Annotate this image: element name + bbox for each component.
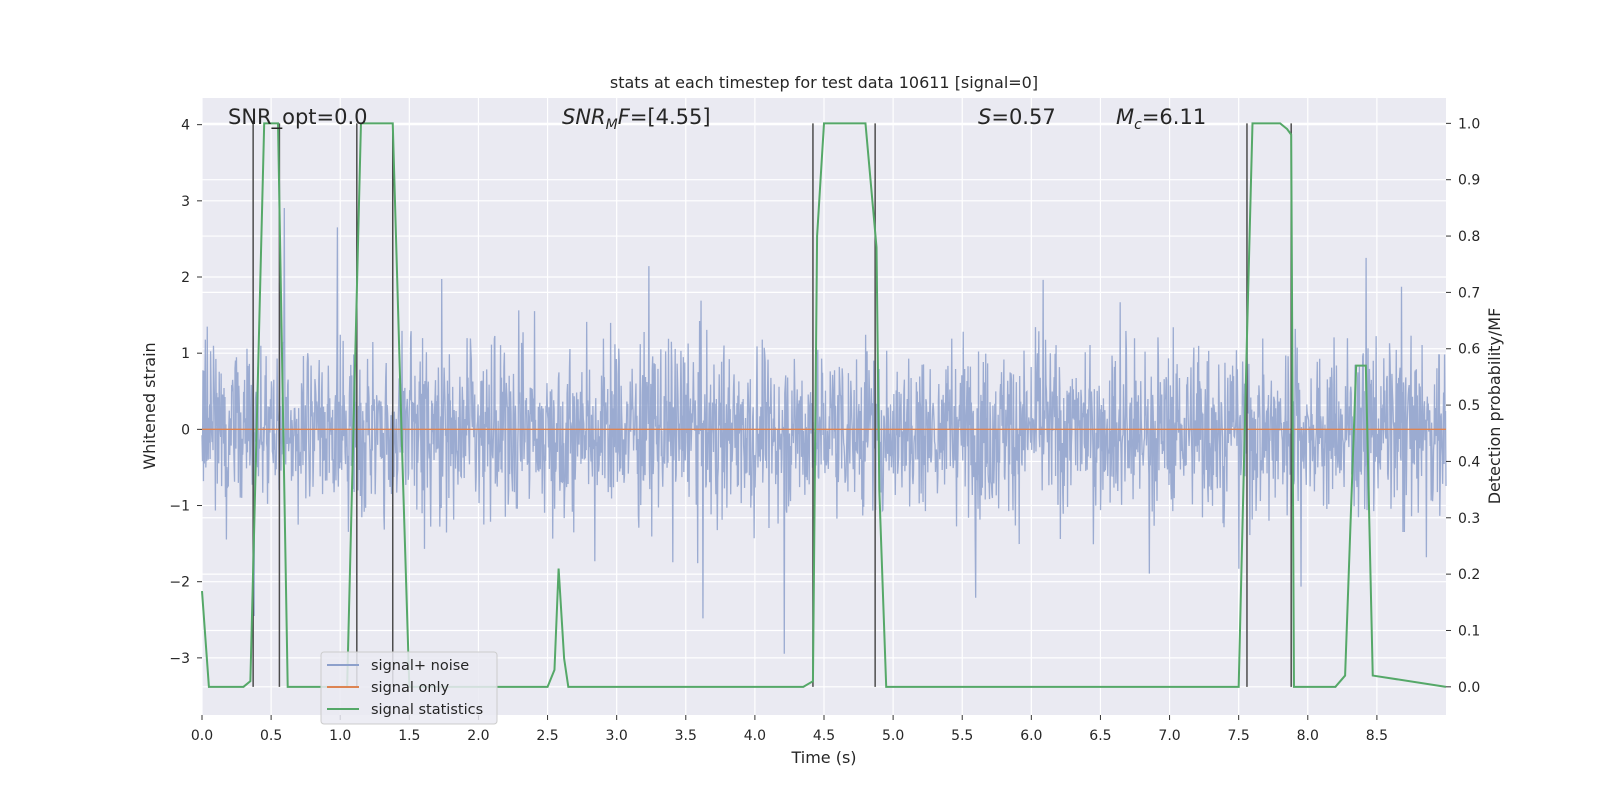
- x-tick-label: 4.5: [813, 728, 835, 744]
- x-tick-label: 6.5: [1089, 728, 1111, 744]
- annotation-s-name: S: [978, 105, 991, 129]
- y2-tick-label: 0.8: [1458, 229, 1480, 245]
- signal-noise-line: [201, 208, 1447, 654]
- axes: 0.0 0.5 1.0 1.5 2.0 2.5 3.0 3.5 4.0 4.5 5.0 5.5 6.0 6…: [169, 116, 1480, 744]
- annotation-snr-mf-tail: F: [618, 105, 631, 129]
- annotation-s: S=0.57: [978, 105, 1056, 129]
- annotation-snr-mf-name: SNR: [562, 105, 606, 129]
- chart-title: stats at each timestep for test data 106…: [610, 73, 1038, 92]
- y2-tick-label: 0.6: [1458, 342, 1480, 358]
- y2-tick-label: 0.4: [1458, 454, 1480, 470]
- legend-box: [320, 651, 498, 725]
- y2-tick-label: 0.2: [1458, 567, 1480, 583]
- y-tick-label: −2: [169, 575, 190, 591]
- annotation-snr-mf-value: =[4.55]: [630, 105, 711, 129]
- y2-axis-label: Detection probability/MF: [1485, 308, 1504, 505]
- annotation-mc-sub: c: [1134, 117, 1142, 133]
- x-tick-label: 3.0: [606, 728, 628, 744]
- signal-statistics-line: [201, 122, 1447, 688]
- x-tick-label: 3.5: [675, 728, 697, 744]
- annotation-snr-mf-sub: M: [606, 117, 618, 133]
- x-tick-label: 4.0: [744, 728, 766, 744]
- y2-tick-label: 0.1: [1458, 623, 1480, 639]
- y-tick-label: 3: [181, 194, 190, 210]
- y-tick-label: −1: [169, 499, 190, 515]
- x-tick-label: 5.0: [882, 728, 904, 744]
- annotation-s-value: =0.57: [991, 105, 1055, 129]
- y2-tick-label: 0.0: [1458, 680, 1480, 696]
- y2-tick-label: 0.7: [1458, 285, 1480, 301]
- x-tick-label: 1.5: [398, 728, 420, 744]
- legend: signal+ noise signal only signal statist…: [320, 651, 498, 725]
- x-tick-label: 6.0: [1020, 728, 1042, 744]
- legend-label-signal-statistics: signal statistics: [371, 702, 483, 718]
- x-tick-label: 8.0: [1297, 728, 1319, 744]
- y-tick-label: 1: [181, 346, 190, 362]
- x-tick-label: 7.5: [1228, 728, 1250, 744]
- x-tick-label: 0.5: [260, 728, 282, 744]
- annotation-mc-value: =6.11: [1142, 105, 1206, 129]
- signal-statistics-series: [201, 122, 1447, 688]
- y2-tick-label: 0.9: [1458, 173, 1480, 189]
- legend-label-signal-noise: signal+ noise: [371, 658, 469, 674]
- annotation-snr-mf: SNRMF=[4.55]: [562, 105, 711, 133]
- annotation-mc: Mc=6.11: [1116, 105, 1206, 133]
- x-axis-label: Time (s): [790, 748, 856, 767]
- y-tick-label: 0: [181, 422, 190, 438]
- x-tick-label: 2.0: [467, 728, 489, 744]
- y-tick-label: 4: [181, 118, 190, 134]
- annotation-snr-opt: SNR_opt=0.0: [228, 105, 368, 130]
- y2-tick-label: 0.3: [1458, 511, 1480, 527]
- x-tick-label: 8.5: [1366, 728, 1388, 744]
- x-tick-label: 7.0: [1158, 728, 1180, 744]
- y-tick-label: 2: [181, 270, 190, 286]
- x-tick-label: 1.0: [329, 728, 351, 744]
- y-axis-label: Whitened strain: [140, 342, 159, 469]
- y2-tick-label: 0.5: [1458, 398, 1480, 414]
- legend-label-signal-only: signal only: [371, 680, 450, 696]
- y2-tick-label: 1.0: [1458, 116, 1480, 132]
- x-tick-label: 0.0: [191, 728, 213, 744]
- x-tick-label: 5.5: [951, 728, 973, 744]
- y-tick-label: −3: [169, 651, 190, 667]
- signal-plus-noise-series: [201, 208, 1447, 654]
- x-tick-label: 2.5: [536, 728, 558, 744]
- annotation-mc-name: M: [1116, 105, 1134, 129]
